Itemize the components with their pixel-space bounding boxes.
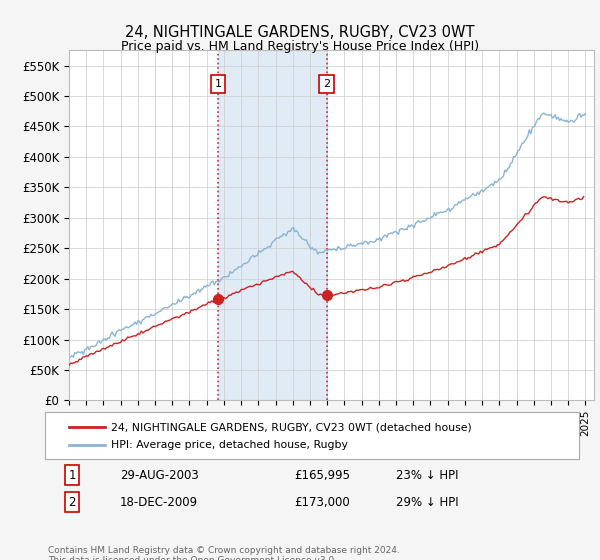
Text: £165,995: £165,995 <box>294 469 350 482</box>
Text: 1: 1 <box>68 469 76 482</box>
Text: Contains HM Land Registry data © Crown copyright and database right 2024.
This d: Contains HM Land Registry data © Crown c… <box>48 546 400 560</box>
Text: 18-DEC-2009: 18-DEC-2009 <box>120 496 198 508</box>
Text: 24, NIGHTINGALE GARDENS, RUGBY, CV23 0WT (detached house): 24, NIGHTINGALE GARDENS, RUGBY, CV23 0WT… <box>111 422 472 432</box>
Text: 29% ↓ HPI: 29% ↓ HPI <box>396 496 458 508</box>
Text: HPI: Average price, detached house, Rugby: HPI: Average price, detached house, Rugb… <box>111 440 348 450</box>
Text: 24, NIGHTINGALE GARDENS, RUGBY, CV23 0WT: 24, NIGHTINGALE GARDENS, RUGBY, CV23 0WT <box>125 25 475 40</box>
Text: 29-AUG-2003: 29-AUG-2003 <box>120 469 199 482</box>
Text: 2: 2 <box>323 79 330 89</box>
Bar <box>218 50 326 400</box>
Text: Price paid vs. HM Land Registry's House Price Index (HPI): Price paid vs. HM Land Registry's House … <box>121 40 479 53</box>
Text: 1: 1 <box>215 79 221 89</box>
Text: 23% ↓ HPI: 23% ↓ HPI <box>396 469 458 482</box>
Text: £173,000: £173,000 <box>294 496 350 508</box>
Text: 2: 2 <box>68 496 76 508</box>
